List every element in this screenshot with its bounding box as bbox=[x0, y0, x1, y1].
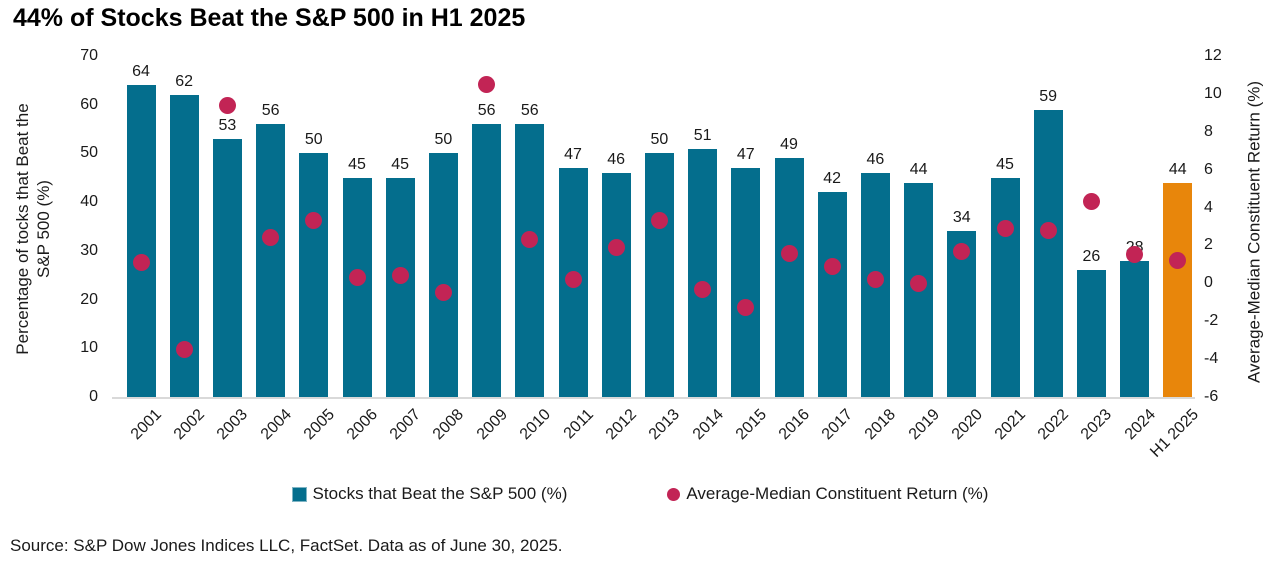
scatter-dot bbox=[1082, 193, 1100, 211]
scatter-dot bbox=[996, 219, 1014, 237]
scatter-dot bbox=[391, 267, 409, 285]
source-note: Source: S&P Dow Jones Indices LLC, FactS… bbox=[10, 536, 563, 555]
scatter-dot bbox=[521, 231, 539, 249]
bar bbox=[126, 85, 156, 397]
scatter-dot bbox=[564, 271, 582, 289]
bar-value-label: 56 bbox=[520, 102, 539, 120]
scatter-dot bbox=[348, 269, 366, 287]
scatter-dot bbox=[175, 341, 193, 359]
bar bbox=[774, 158, 804, 397]
bar-value-label: 56 bbox=[477, 102, 496, 120]
bar bbox=[1076, 270, 1106, 397]
bar bbox=[1033, 109, 1063, 397]
bar bbox=[601, 172, 631, 397]
scatter-dot bbox=[910, 274, 928, 292]
bar-value-label: 50 bbox=[304, 131, 323, 149]
scatter-dot bbox=[478, 75, 496, 93]
bar bbox=[256, 124, 286, 397]
bar-value-label: 51 bbox=[693, 126, 712, 144]
bar bbox=[515, 124, 545, 397]
bar-value-label: 50 bbox=[434, 131, 453, 149]
scatter-dot bbox=[262, 229, 280, 247]
bar-value-label: 34 bbox=[952, 209, 971, 227]
scatter-dot bbox=[823, 257, 841, 275]
y-tick-right: -6 bbox=[1204, 388, 1219, 405]
scatter-dot bbox=[607, 238, 625, 256]
scatter-dot bbox=[434, 284, 452, 302]
bar bbox=[1163, 182, 1193, 397]
y-tick-right: 4 bbox=[1204, 198, 1213, 216]
bar bbox=[1120, 260, 1150, 397]
y-tick-right: -4 bbox=[1204, 350, 1219, 368]
bar bbox=[472, 124, 502, 397]
bar-value-label: 64 bbox=[132, 63, 150, 81]
bar-value-label: 47 bbox=[564, 146, 582, 164]
bar bbox=[385, 177, 415, 397]
bar-value-label: 47 bbox=[736, 146, 755, 164]
y-tick-left: 60 bbox=[80, 95, 98, 113]
scatter-dot bbox=[866, 271, 884, 289]
bar-value-label: 46 bbox=[866, 150, 885, 168]
bar-value-label: 50 bbox=[650, 131, 669, 149]
y-tick-right: 6 bbox=[1204, 160, 1213, 178]
bar bbox=[688, 148, 718, 397]
bar-value-label: 44 bbox=[1168, 160, 1187, 178]
scatter-dot bbox=[694, 280, 712, 298]
bar bbox=[212, 138, 242, 397]
y-tick-left: 70 bbox=[80, 47, 98, 64]
scatter-dot bbox=[132, 253, 150, 271]
bar bbox=[990, 177, 1020, 397]
scatter-dot bbox=[953, 242, 971, 260]
bar-value-label: 45 bbox=[996, 155, 1014, 173]
y-tick-left: 30 bbox=[80, 241, 98, 259]
bar-value-label: 44 bbox=[909, 160, 928, 178]
x-axis-baseline bbox=[112, 397, 1195, 399]
y-tick-right: 8 bbox=[1204, 122, 1213, 140]
legend: Stocks that Beat the S&P 500 (%) Average… bbox=[0, 484, 1280, 504]
bar bbox=[299, 153, 329, 397]
bar-value-label: 45 bbox=[391, 155, 410, 173]
y-tick-left: 0 bbox=[89, 388, 98, 405]
y-tick-left: 20 bbox=[80, 290, 98, 308]
bar-value-label: 46 bbox=[607, 150, 626, 168]
scatter-dot bbox=[650, 212, 668, 230]
y-tick-right: 10 bbox=[1204, 84, 1222, 102]
dot-series-swatch-icon bbox=[667, 487, 681, 501]
legend-label-bars: Stocks that Beat the S&P 500 (%) bbox=[312, 484, 568, 503]
legend-item-dots: Average-Median Constituent Return (%) bbox=[667, 484, 988, 504]
scatter-dot bbox=[305, 212, 323, 230]
bar-value-label: 53 bbox=[218, 116, 237, 134]
bar-value-label: 49 bbox=[780, 136, 798, 154]
bar-value-label: 56 bbox=[261, 102, 280, 120]
y-tick-right: -2 bbox=[1204, 312, 1219, 330]
scatter-dot bbox=[737, 299, 755, 317]
y-tick-right: 2 bbox=[1204, 236, 1213, 254]
bar bbox=[731, 168, 761, 397]
scatter-dot bbox=[218, 96, 236, 114]
bar-value-label: 62 bbox=[175, 72, 194, 90]
scatter-dot bbox=[1039, 221, 1057, 239]
y-tick-right: 0 bbox=[1204, 274, 1213, 292]
bar-series-swatch-icon bbox=[291, 486, 307, 502]
scatter-dot bbox=[780, 244, 798, 262]
y-tick-left: 40 bbox=[80, 193, 98, 211]
legend-label-dots: Average-Median Constituent Return (%) bbox=[686, 484, 989, 503]
legend-item-bars: Stocks that Beat the S&P 500 (%) bbox=[291, 484, 568, 504]
bar bbox=[342, 177, 372, 397]
y-tick-right: 12 bbox=[1204, 47, 1222, 64]
bar-value-label: 59 bbox=[1039, 87, 1058, 105]
bar-value-label: 45 bbox=[348, 155, 366, 173]
bar bbox=[428, 153, 458, 397]
chart-title: 44% of Stocks Beat the S&P 500 in H1 202… bbox=[13, 4, 526, 32]
scatter-dot bbox=[1169, 252, 1187, 270]
bar-value-label: 42 bbox=[823, 170, 842, 188]
scatter-dot bbox=[1126, 246, 1144, 264]
bar bbox=[644, 153, 674, 397]
left-axis-title: Percentage of tocks that Beat the S&P 50… bbox=[12, 103, 53, 355]
y-tick-left: 50 bbox=[80, 144, 98, 162]
bar bbox=[817, 192, 847, 397]
y-tick-left: 10 bbox=[80, 339, 98, 357]
bar-value-label: 26 bbox=[1082, 248, 1101, 266]
